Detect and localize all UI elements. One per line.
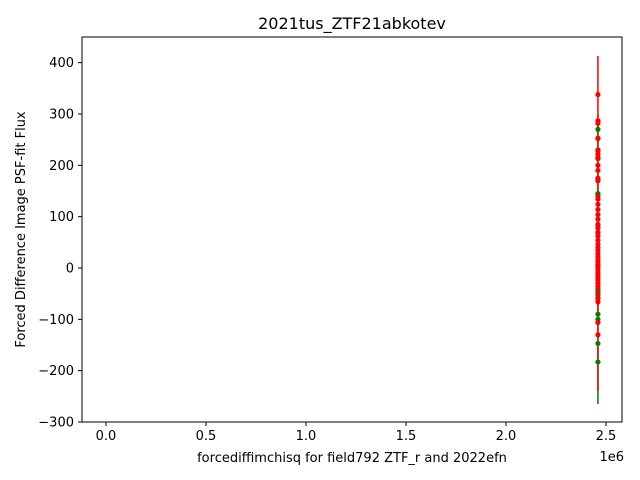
x-tick-label: 0.5 — [196, 429, 217, 444]
x-tick-label: 0.0 — [96, 429, 117, 444]
data-point — [595, 206, 601, 213]
plot-frame — [81, 36, 623, 423]
data-point — [595, 359, 601, 365]
data-point — [595, 237, 601, 243]
data-point — [595, 225, 601, 231]
data-point — [595, 233, 601, 239]
data-point — [595, 120, 601, 126]
data-point — [595, 147, 601, 153]
data-point — [595, 332, 601, 338]
data-point — [595, 229, 601, 235]
y-tick-label: 400 — [49, 56, 74, 71]
data-point — [595, 292, 601, 298]
x-axis-label: forcediffimchisq for field792 ZTF_r and … — [197, 451, 507, 466]
x-tick-label: 1.5 — [396, 429, 417, 444]
data-point — [595, 311, 601, 317]
data-point — [595, 216, 601, 222]
data-point — [595, 136, 601, 142]
chart-title: 2021tus_ZTF21abkotev — [258, 14, 446, 34]
data-point — [595, 156, 601, 162]
x-tick-label: 2.5 — [596, 429, 617, 444]
y-tick-label: −300 — [38, 416, 74, 431]
x-tick-label: 2.0 — [496, 429, 517, 444]
data-point — [595, 162, 601, 168]
y-tick-label: 100 — [49, 210, 74, 225]
data-point — [595, 201, 601, 207]
data-point — [595, 299, 601, 305]
data-point — [595, 212, 601, 218]
data-point — [595, 340, 601, 347]
data-point — [595, 196, 601, 202]
x-offset-label: 1e6 — [599, 450, 624, 465]
data-point — [595, 167, 601, 174]
data-point — [595, 319, 601, 326]
data-point — [595, 178, 601, 184]
data-point — [595, 221, 601, 227]
y-tick-label: −200 — [38, 364, 74, 379]
y-tick-label: 200 — [49, 159, 74, 174]
x-tick-label: 1.0 — [296, 429, 317, 444]
data-point — [595, 126, 601, 132]
y-axis-label: Forced Difference Image PSF-fit Flux — [14, 111, 29, 348]
y-tick-label: 300 — [49, 108, 74, 123]
data-point — [595, 91, 601, 98]
y-tick-label: 0 — [66, 262, 74, 277]
y-tick-label: −100 — [38, 313, 74, 328]
data-point — [595, 285, 601, 292]
